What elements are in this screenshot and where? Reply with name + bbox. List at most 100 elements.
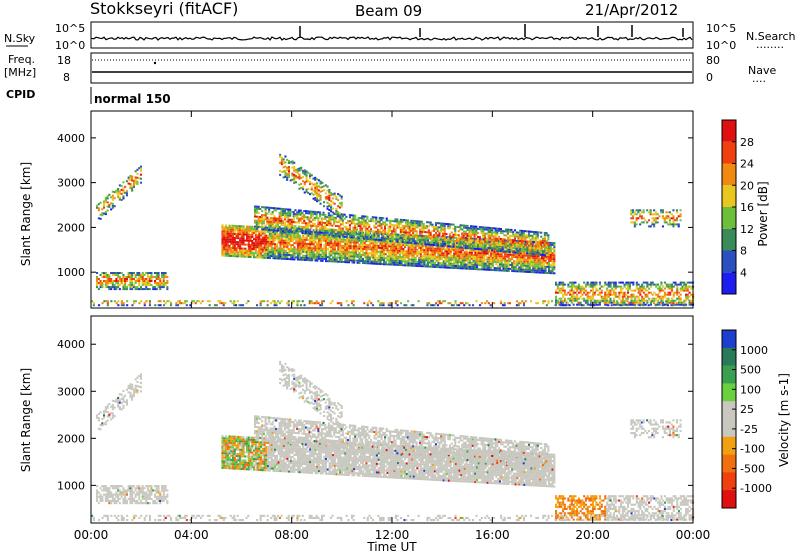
- power-cell: [350, 222, 353, 225]
- power-cell: [514, 262, 517, 265]
- power-cell: [499, 230, 502, 232]
- power-cell: [290, 225, 293, 227]
- power-cell: [466, 235, 469, 237]
- power-cell: [328, 258, 331, 261]
- power-cell: [416, 240, 419, 243]
- power-cell: [403, 233, 406, 236]
- power-cell: [239, 253, 242, 256]
- power-cell: [312, 210, 315, 213]
- power-cell: [495, 259, 498, 262]
- power-cell: [154, 282, 157, 284]
- power-cell: [279, 161, 282, 164]
- power-cell: [327, 212, 330, 215]
- power-cell: [233, 229, 236, 231]
- power-cell: [334, 231, 337, 233]
- power-cell: [535, 269, 538, 272]
- power-cell: [230, 240, 233, 243]
- power-cell: [117, 280, 120, 282]
- power-cell: [379, 250, 382, 253]
- power-cell: [285, 226, 288, 229]
- power-cell: [510, 231, 513, 233]
- power-cell: [416, 248, 419, 251]
- power-cell: [490, 260, 493, 263]
- power-cell: [355, 218, 358, 221]
- power-cell: [104, 282, 107, 284]
- power-cell: [361, 243, 364, 246]
- power-cell: [268, 253, 271, 255]
- power-cell: [540, 253, 543, 256]
- power-cell: [570, 281, 573, 284]
- power-cell: [267, 246, 270, 249]
- power-cell: [392, 230, 395, 233]
- power-cell: [337, 205, 340, 208]
- power-cell: [371, 238, 374, 241]
- power-cell: [410, 227, 413, 230]
- power-cell: [155, 284, 158, 286]
- power-cell: [453, 258, 456, 261]
- power-cell: [351, 255, 354, 258]
- power-cell: [549, 272, 552, 275]
- power-cell: [325, 260, 328, 263]
- power-cell: [99, 282, 102, 284]
- power-cell: [289, 179, 292, 182]
- power-cell: [346, 253, 349, 256]
- power-cell: [377, 232, 380, 235]
- power-cell: [525, 268, 528, 271]
- power-cell: [436, 230, 439, 233]
- power-cell: [421, 247, 424, 250]
- power-cell: [275, 217, 278, 220]
- power-cell: [143, 280, 146, 282]
- power-cell: [264, 224, 267, 227]
- power-cell: [447, 245, 450, 248]
- power-cell: [251, 236, 254, 238]
- power-cell: [512, 270, 515, 273]
- power-cell: [365, 256, 368, 259]
- power-cell: [385, 237, 388, 240]
- power-cell: [317, 217, 320, 220]
- power-cell: [512, 266, 515, 269]
- power-cell: [409, 248, 412, 251]
- power-cell: [332, 244, 335, 247]
- power-cell: [251, 254, 254, 257]
- power-cell: [591, 281, 594, 284]
- power-cell: [350, 214, 353, 217]
- power-cell: [331, 228, 334, 231]
- power-cell: [420, 224, 423, 227]
- power-cell: [549, 254, 552, 256]
- power-cell: [316, 182, 319, 185]
- power-cell: [520, 246, 523, 248]
- power-cell: [361, 241, 364, 244]
- power-cell: [451, 242, 454, 245]
- power-cell: [400, 252, 403, 254]
- power-cell: [528, 250, 531, 253]
- power-cell: [535, 235, 538, 238]
- power-cell: [159, 288, 162, 291]
- power-cell: [306, 212, 309, 215]
- power-cell: [489, 247, 492, 250]
- power-cell: [416, 250, 419, 253]
- power-cell: [284, 169, 287, 172]
- power-cell: [551, 242, 554, 244]
- power-cell: [319, 213, 322, 216]
- power-cell: [115, 191, 118, 194]
- power-cell: [429, 241, 432, 244]
- power-cell: [395, 255, 398, 258]
- power-cell: [233, 255, 236, 258]
- power-cell: [335, 252, 338, 255]
- power-cell: [228, 228, 231, 231]
- power-cell: [314, 235, 317, 238]
- power-cell: [429, 233, 432, 236]
- power-cell: [390, 251, 393, 254]
- power-cell: [323, 189, 326, 192]
- power-cell: [350, 234, 353, 237]
- power-cell: [353, 239, 356, 242]
- power-cell: [389, 234, 392, 236]
- power-cell: [251, 242, 254, 244]
- power-cell: [304, 240, 307, 243]
- power-cell: [361, 221, 364, 224]
- power-cell: [414, 256, 417, 259]
- power-cell: [103, 276, 106, 278]
- power-cell: [221, 238, 224, 241]
- power-cell: [261, 228, 264, 231]
- power-cell: [482, 228, 485, 231]
